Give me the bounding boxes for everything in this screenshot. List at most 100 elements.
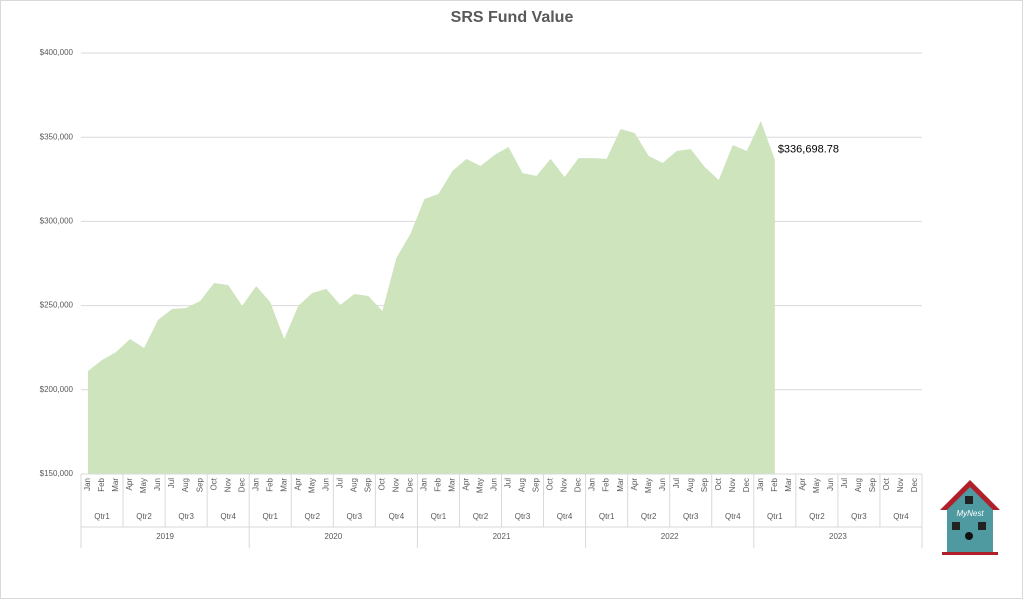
x-tick-label: Jun [321,478,330,491]
quarter-label: Qtr4 [220,512,236,521]
quarter-label: Qtr4 [725,512,741,521]
y-tick-label: $250,000 [40,301,74,310]
x-tick-label: Jan [420,478,429,491]
x-tick-label: Mar [784,478,793,492]
x-tick-label: Dec [406,478,415,492]
x-tick-label: Jan [756,478,765,491]
quarter-label: Qtr1 [767,512,783,521]
x-tick-label: Dec [574,478,583,492]
x-tick-label: Dec [742,478,751,492]
logo-window [952,522,960,530]
y-tick-label: $400,000 [40,48,74,57]
x-tick-label: Dec [910,478,919,492]
x-tick-label: Aug [686,478,695,492]
quarter-label: Qtr2 [473,512,489,521]
x-tick-label: May [812,478,821,493]
x-tick-label: Nov [391,478,400,492]
x-tick-label: Jul [672,478,681,488]
logo-window [978,522,986,530]
x-tick-label: Sep [532,477,541,492]
x-tick-label: Jan [251,478,260,491]
x-tick-label: Sep [868,477,877,492]
year-label: 2023 [829,532,847,541]
x-tick-label: Jun [826,478,835,491]
quarter-label: Qtr1 [262,512,278,521]
logo-text: MyNest [956,509,984,518]
year-label: 2019 [156,532,174,541]
x-tick-label: Mar [279,478,288,492]
x-tick-label: May [476,478,485,493]
x-tick-label: Aug [518,478,527,492]
x-tick-label: Mar [616,478,625,492]
x-tick-label: May [307,478,316,493]
x-tick-label: Jul [167,478,176,488]
logo-window [965,496,973,504]
year-label: 2020 [324,532,342,541]
x-tick-label: Apr [462,478,471,491]
x-tick-label: Nov [560,478,569,492]
y-tick-label: $200,000 [40,385,74,394]
x-tick-label: Jul [335,478,344,488]
y-tick-label: $350,000 [40,132,74,141]
quarter-label: Qtr3 [683,512,699,521]
x-tick-label: Jun [490,478,499,491]
x-tick-label: Jan [588,478,597,491]
x-tick-label: Apr [630,478,639,491]
x-tick-label: Feb [265,477,274,491]
x-tick-label: Oct [882,477,891,490]
logo-house [947,487,993,552]
area [88,121,775,474]
x-tick-label: Oct [714,477,723,490]
logo-base [942,552,998,555]
x-tick-label: Feb [97,477,106,491]
x-tick-label: Apr [798,478,807,491]
x-tick-label: Jul [504,478,513,488]
x-tick-label: Aug [181,478,190,492]
x-tick-label: May [139,478,148,493]
logo: MyNest [940,480,1000,555]
quarter-label: Qtr2 [641,512,657,521]
x-tick-label: Aug [854,478,863,492]
year-label: 2022 [661,532,679,541]
x-tick-label: Feb [602,477,611,491]
y-tick-label: $150,000 [40,469,74,478]
quarter-label: Qtr2 [136,512,152,521]
quarter-label: Qtr4 [893,512,909,521]
chart-title: SRS Fund Value [451,9,574,26]
quarter-label: Qtr2 [304,512,320,521]
quarter-label: Qtr1 [431,512,447,521]
quarter-label: Qtr1 [94,512,110,521]
logo-door [965,532,973,540]
x-tick-label: Feb [434,477,443,491]
quarter-label: Qtr1 [599,512,615,521]
quarter-label: Qtr4 [557,512,573,521]
quarter-label: Qtr4 [389,512,405,521]
year-label: 2021 [493,532,511,541]
x-tick-label: Oct [546,477,555,490]
x-tick-label: Nov [223,478,232,492]
quarter-label: Qtr3 [347,512,363,521]
y-tick-label: $300,000 [40,217,74,226]
quarter-label: Qtr3 [178,512,194,521]
x-tick-label: Jun [658,478,667,491]
x-tick-label: Aug [349,478,358,492]
x-tick-label: Oct [209,477,218,490]
x-tick-label: Apr [125,478,134,491]
x-tick-label: Feb [770,477,779,491]
x-tick-label: Apr [293,478,302,491]
x-tick-label: Jul [840,478,849,488]
x-tick-label: Mar [448,478,457,492]
x-tick-label: Sep [195,477,204,492]
x-tick-label: May [644,478,653,493]
x-tick-label: Mar [111,478,120,492]
data-label: $336,698.78 [778,144,839,156]
x-tick-label: Sep [700,477,709,492]
quarter-label: Qtr3 [851,512,867,521]
x-tick-label: Nov [728,478,737,492]
x-tick-label: Sep [363,477,372,492]
x-tick-label: Jan [83,478,92,491]
x-tick-label: Oct [377,477,386,490]
quarter-label: Qtr2 [809,512,825,521]
x-tick-label: Dec [237,478,246,492]
